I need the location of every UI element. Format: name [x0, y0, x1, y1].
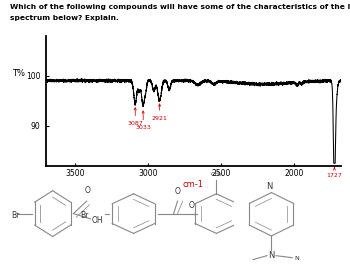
Text: N: N	[294, 256, 299, 261]
Text: 3033: 3033	[135, 111, 151, 130]
Text: N: N	[268, 251, 275, 260]
Text: Br: Br	[11, 211, 20, 220]
Text: Br: Br	[80, 211, 89, 220]
Text: O: O	[189, 201, 195, 210]
Text: T%: T%	[12, 69, 26, 78]
Text: O: O	[85, 186, 91, 195]
Text: CH₃: CH₃	[211, 172, 222, 177]
Text: 2921: 2921	[152, 104, 168, 121]
X-axis label: cm-1: cm-1	[183, 180, 204, 189]
Text: Which of the following compounds will have some of the characteristics of the IR: Which of the following compounds will ha…	[10, 4, 350, 10]
Text: spectrum below? Explain.: spectrum below? Explain.	[10, 15, 119, 21]
Text: N: N	[266, 182, 272, 191]
Text: O: O	[175, 187, 181, 196]
Text: OH: OH	[91, 216, 103, 226]
Text: 3087: 3087	[127, 108, 143, 126]
Text: 1727: 1727	[327, 168, 342, 178]
